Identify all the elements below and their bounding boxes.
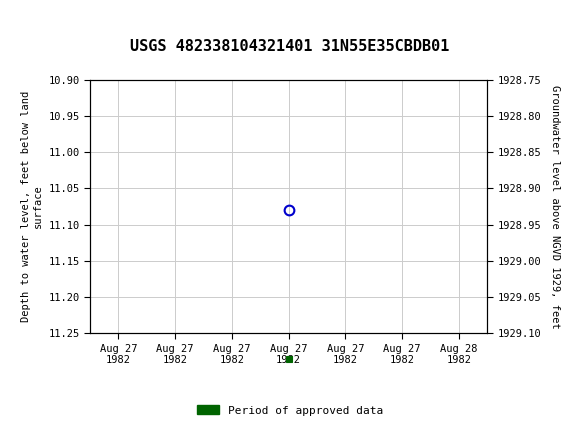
Text: ≈USGS: ≈USGS: [6, 16, 69, 36]
Y-axis label: Groundwater level above NGVD 1929, feet: Groundwater level above NGVD 1929, feet: [550, 85, 560, 328]
Text: USGS 482338104321401 31N55E35CBDB01: USGS 482338104321401 31N55E35CBDB01: [130, 39, 450, 54]
Y-axis label: Depth to water level, feet below land
surface: Depth to water level, feet below land su…: [21, 91, 43, 322]
Legend: Period of approved data: Period of approved data: [193, 401, 387, 420]
